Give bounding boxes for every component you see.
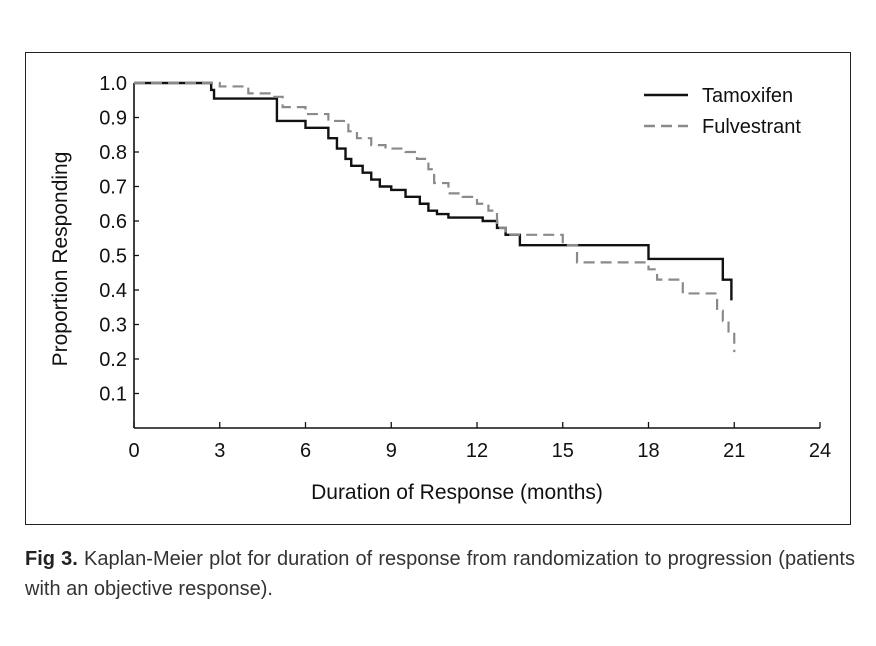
legend-label-tamoxifen: Tamoxifen: [702, 85, 793, 107]
x-tick-label: 18: [637, 440, 659, 462]
y-tick-label: 1.0: [99, 73, 127, 95]
kaplan-meier-chart: 0.1 0.2 0.3 0.4 0.5 0.6 0.7 0.8 0.9 1.0 0 3 6 9 12 15 18…: [49, 73, 831, 504]
y-axis-title: Proportion Responding: [49, 152, 72, 367]
y-tick-label: 0.2: [99, 349, 127, 371]
x-tick-label: 15: [552, 440, 574, 462]
figure-frame: 0.1 0.2 0.3 0.4 0.5 0.6 0.7 0.8 0.9 1.0 0 3 6 9 12 15 18…: [25, 52, 851, 525]
x-axis-title: Duration of Response (months): [311, 481, 603, 504]
x-tick-label: 21: [723, 440, 745, 462]
figure-caption: Fig 3. Kaplan-Meier plot for duration of…: [25, 544, 855, 604]
figure-number: Fig 3.: [25, 548, 78, 570]
caption-text: Kaplan-Meier plot for duration of respon…: [25, 548, 855, 600]
legend-label-fulvestrant: Fulvestrant: [702, 116, 801, 138]
x-tick-label: 3: [214, 440, 225, 462]
series-line-tamoxifen: [134, 81, 733, 301]
y-tick-label: 0.3: [99, 315, 127, 337]
x-tick-label: 12: [466, 440, 488, 462]
y-tick-label: 0.4: [99, 280, 127, 302]
x-tick-label: 0: [128, 440, 139, 462]
x-tick-label: 6: [300, 440, 311, 462]
y-tick-label: 0.1: [99, 384, 127, 406]
series-line-fulvestrant: [134, 81, 736, 353]
y-tick-label: 0.8: [99, 142, 127, 164]
x-tick-label: 9: [386, 440, 397, 462]
x-tick-label: 24: [809, 440, 831, 462]
y-tick-label: 0.6: [99, 211, 127, 233]
y-tick-label: 0.9: [99, 108, 127, 130]
y-tick-label: 0.7: [99, 177, 127, 199]
y-tick-label: 0.5: [99, 246, 127, 268]
